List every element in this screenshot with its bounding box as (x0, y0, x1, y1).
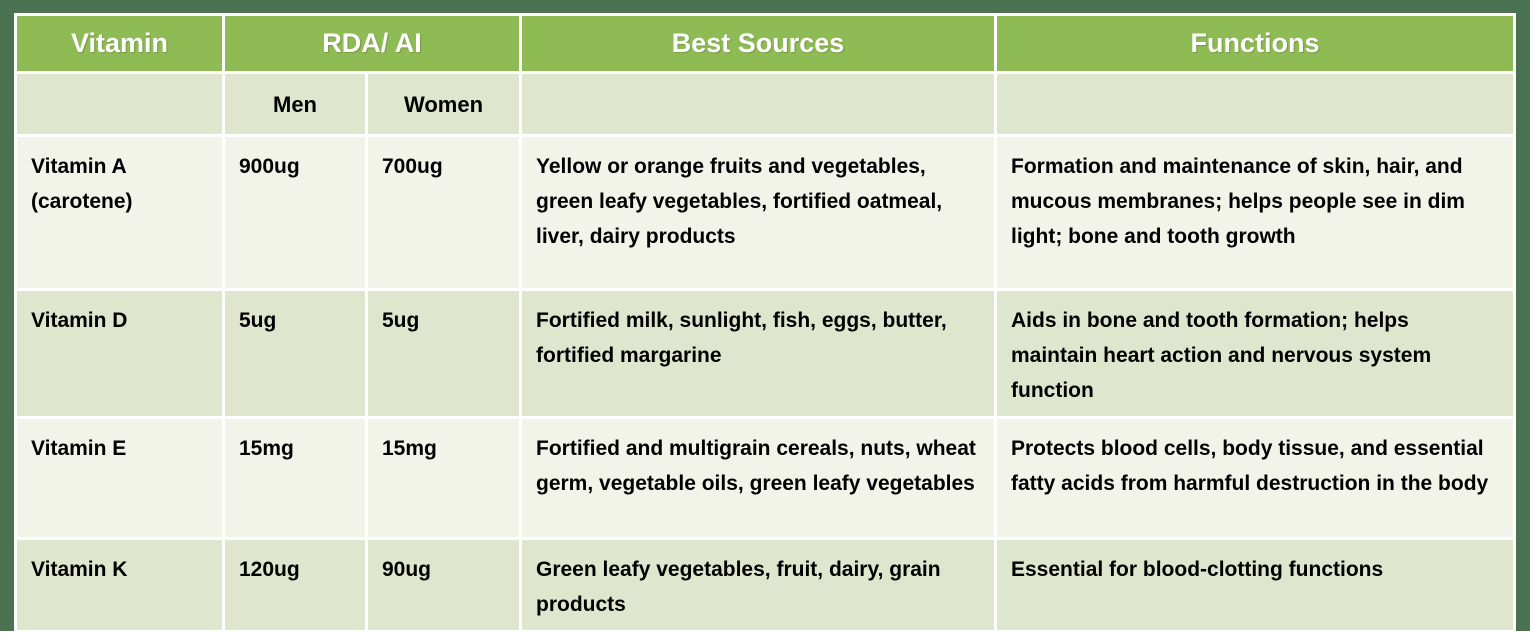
subheader-empty-functions (997, 74, 1513, 134)
header-best-sources: Best Sources (522, 16, 994, 71)
table-row-vitamin-a: Vitamin A (carotene) 900ug 700ug Yellow … (17, 137, 1513, 288)
subheader-women: Women (368, 74, 519, 134)
cell-vitamin-name: Vitamin K (17, 540, 222, 630)
subheader-men: Men (225, 74, 365, 134)
header-row: Vitamin RDA/ AI Best Sources Functions (17, 16, 1513, 71)
cell-functions: Protects blood cells, body tissue, and e… (997, 419, 1513, 537)
header-functions: Functions (997, 16, 1513, 71)
subheader-row: Men Women (17, 74, 1513, 134)
cell-functions: Essential for blood-clotting functions (997, 540, 1513, 630)
cell-rda-men: 120ug (225, 540, 365, 630)
cell-rda-men: 15mg (225, 419, 365, 537)
table-row-vitamin-e: Vitamin E 15mg 15mg Fortified and multig… (17, 419, 1513, 537)
cell-vitamin-name: Vitamin E (17, 419, 222, 537)
cell-rda-women: 90ug (368, 540, 519, 630)
cell-functions: Formation and maintenance of skin, hair,… (997, 137, 1513, 288)
cell-functions: Aids in bone and tooth formation; helps … (997, 291, 1513, 416)
subheader-empty-vitamin (17, 74, 222, 134)
cell-rda-men: 5ug (225, 291, 365, 416)
table-row-vitamin-d: Vitamin D 5ug 5ug Fortified milk, sunlig… (17, 291, 1513, 416)
header-rda-ai: RDA/ AI (225, 16, 519, 71)
cell-best-sources: Fortified and multigrain cereals, nuts, … (522, 419, 994, 537)
subheader-empty-sources (522, 74, 994, 134)
cell-best-sources: Yellow or orange fruits and vegetables, … (522, 137, 994, 288)
cell-rda-women: 700ug (368, 137, 519, 288)
cell-best-sources: Fortified milk, sunlight, fish, eggs, bu… (522, 291, 994, 416)
cell-rda-men: 900ug (225, 137, 365, 288)
table-row-vitamin-k: Vitamin K 120ug 90ug Green leafy vegetab… (17, 540, 1513, 630)
cell-vitamin-name: Vitamin A (carotene) (17, 137, 222, 288)
cell-best-sources: Green leafy vegetables, fruit, dairy, gr… (522, 540, 994, 630)
cell-rda-women: 5ug (368, 291, 519, 416)
cell-rda-women: 15mg (368, 419, 519, 537)
cell-vitamin-name: Vitamin D (17, 291, 222, 416)
header-vitamin: Vitamin (17, 16, 222, 71)
vitamin-rda-table: Vitamin RDA/ AI Best Sources Functions M… (14, 13, 1516, 633)
